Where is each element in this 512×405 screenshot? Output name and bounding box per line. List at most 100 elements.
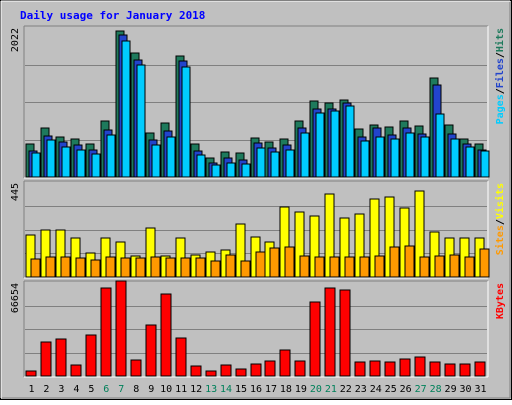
bar-kbytes-day-26 — [399, 358, 411, 377]
bar-sites-day-20 — [314, 256, 325, 278]
x-tick-label-day-16: 16 — [250, 384, 262, 395]
bar-pages-day-23 — [360, 140, 370, 178]
bar-pages-day-14 — [226, 162, 236, 178]
bar-pages-day-6 — [106, 134, 116, 178]
bar-pages-day-26 — [405, 132, 415, 178]
bar-pages-day-20 — [315, 112, 325, 178]
x-tick-label-day-30: 30 — [460, 384, 472, 395]
label-pages: Pages — [495, 94, 506, 124]
label-hits: Hits — [494, 28, 506, 52]
label-sites: Sites — [494, 225, 506, 255]
bar-sites-day-21 — [329, 256, 340, 278]
chart-title: Daily usage for January 2018 — [20, 9, 205, 22]
bar-sites-day-23 — [359, 256, 370, 278]
bar-sites-day-10 — [165, 257, 176, 278]
label-separator: / — [495, 219, 506, 225]
bar-sites-day-7 — [120, 257, 131, 278]
bar-pages-day-2 — [46, 139, 56, 178]
bar-pages-day-28 — [435, 113, 445, 178]
bar-sites-day-1 — [30, 258, 41, 278]
x-tick-label-day-12: 12 — [190, 384, 202, 395]
bar-kbytes-day-12 — [190, 365, 202, 377]
x-tick-label-day-20: 20 — [310, 384, 322, 395]
label-files: Files — [494, 58, 506, 88]
x-tick-label-day-13: 13 — [205, 384, 217, 395]
bar-sites-day-16 — [255, 251, 266, 278]
x-tick-label-day-4: 4 — [73, 384, 79, 395]
bar-pages-day-1 — [31, 152, 41, 178]
bar-kbytes-day-5 — [85, 334, 97, 377]
series-side-label: Sites/Visits — [494, 183, 506, 255]
bar-pages-day-22 — [345, 105, 355, 178]
bar-pages-day-13 — [211, 164, 221, 178]
label-visits: Visits — [494, 183, 506, 219]
bar-kbytes-day-30 — [459, 363, 471, 377]
bar-pages-day-31 — [480, 150, 490, 178]
bar-kbytes-day-19 — [294, 360, 306, 377]
bar-pages-day-21 — [330, 110, 340, 178]
bar-sites-day-22 — [344, 256, 355, 278]
bar-sites-day-13 — [210, 260, 221, 278]
x-tick-label-day-18: 18 — [280, 384, 292, 395]
bar-pages-day-7 — [121, 40, 131, 178]
bar-sites-day-3 — [60, 256, 71, 278]
bar-kbytes-day-22 — [339, 289, 351, 377]
bar-kbytes-day-15 — [235, 368, 247, 377]
bar-sites-day-28 — [434, 255, 445, 278]
bar-pages-day-30 — [465, 146, 475, 178]
bar-sites-day-4 — [75, 257, 86, 278]
label-separator: / — [495, 52, 506, 58]
bar-kbytes-day-8 — [130, 359, 142, 377]
x-tick-label-day-11: 11 — [175, 384, 187, 395]
bar-pages-day-19 — [300, 132, 310, 178]
x-tick-label-day-25: 25 — [385, 384, 397, 395]
series-side-label: Pages/Files/Hits — [494, 28, 506, 124]
bar-kbytes-day-23 — [354, 361, 366, 377]
bar-sites-day-11 — [180, 257, 191, 278]
bar-sites-day-30 — [464, 256, 475, 278]
label-separator: / — [495, 88, 506, 94]
bar-sites-day-2 — [45, 256, 56, 278]
bar-pages-day-10 — [166, 136, 176, 178]
x-tick-label-day-10: 10 — [160, 384, 172, 395]
bar-kbytes-day-28 — [429, 361, 441, 377]
bar-pages-day-29 — [450, 138, 460, 178]
bar-sites-day-15 — [240, 260, 251, 278]
x-tick-label-day-8: 8 — [133, 384, 139, 395]
x-tick-label-day-2: 2 — [43, 384, 49, 395]
y-max-label: 66654 — [10, 283, 21, 313]
x-tick-label-day-15: 15 — [235, 384, 247, 395]
bar-kbytes-day-31 — [474, 361, 486, 377]
x-tick-label-day-24: 24 — [370, 384, 382, 395]
x-tick-label-day-29: 29 — [445, 384, 457, 395]
bar-pages-day-18 — [285, 149, 295, 178]
y-max-label: 2022 — [10, 28, 21, 52]
bar-kbytes-day-9 — [145, 324, 157, 377]
x-tick-label-day-5: 5 — [88, 384, 94, 395]
x-tick-label-day-17: 17 — [265, 384, 277, 395]
bar-kbytes-day-18 — [279, 349, 291, 377]
bar-kbytes-day-1 — [25, 370, 37, 377]
panel-visits-sites: 445 Sites/Visits — [10, 180, 506, 279]
x-tick-label-day-6: 6 — [103, 384, 109, 395]
bar-pages-day-8 — [136, 64, 146, 178]
bar-sites-day-19 — [299, 255, 310, 278]
bar-kbytes-day-25 — [384, 361, 396, 377]
x-tick-label-day-19: 19 — [295, 384, 307, 395]
bar-pages-day-24 — [375, 136, 385, 178]
bar-pages-day-9 — [151, 144, 161, 178]
y-max-label: 445 — [10, 183, 21, 201]
bar-kbytes-day-14 — [220, 364, 232, 377]
bar-pages-day-11 — [181, 66, 191, 178]
bar-sites-day-26 — [404, 245, 415, 278]
bar-pages-day-17 — [270, 151, 280, 178]
bar-kbytes-day-24 — [369, 360, 381, 377]
chart-panels: 2022Pages/Files/Hits445Sites/Visits66654… — [10, 25, 506, 378]
bar-sites-day-9 — [150, 256, 161, 278]
bar-kbytes-day-3 — [55, 338, 67, 377]
bar-sites-day-17 — [269, 247, 280, 278]
x-tick-label-day-1: 1 — [28, 384, 34, 395]
x-tick-label-day-22: 22 — [340, 384, 352, 395]
